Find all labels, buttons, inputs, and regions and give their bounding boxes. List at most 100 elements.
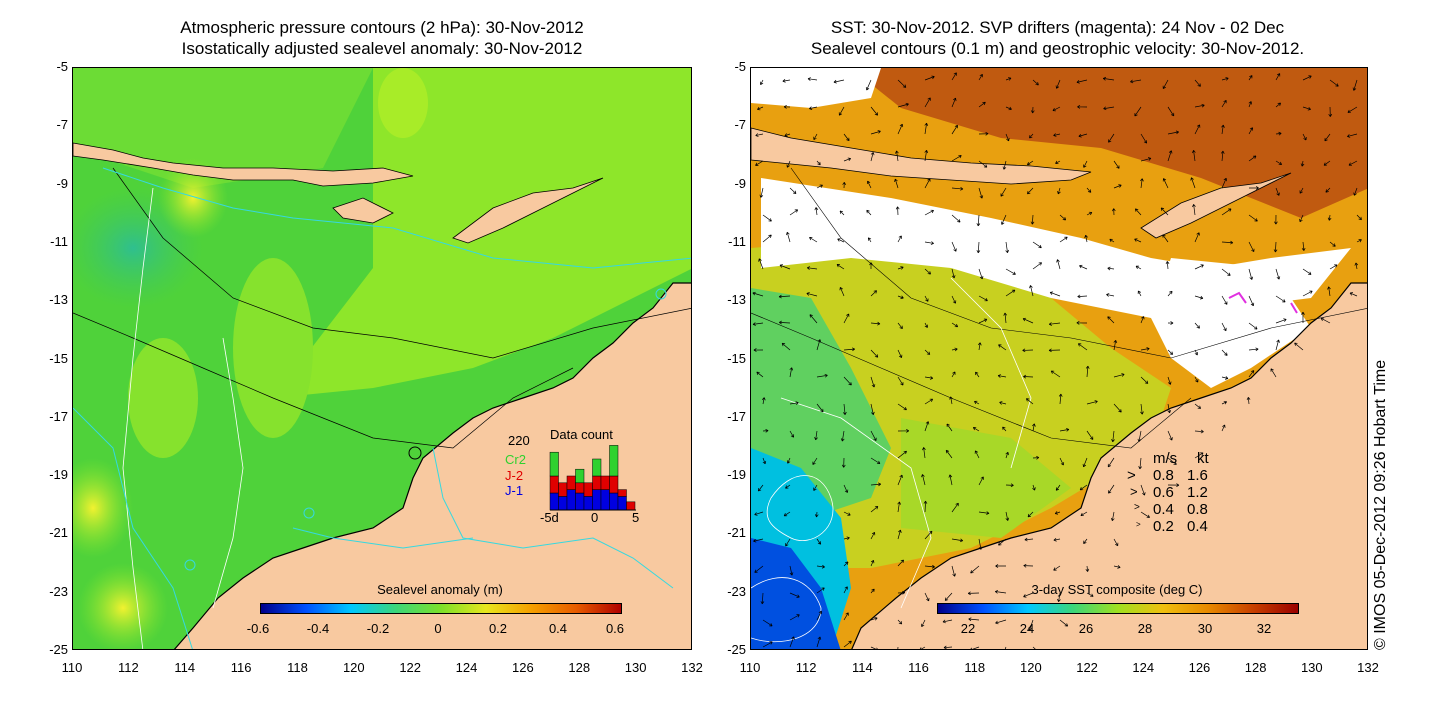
- left-ytick: -17: [49, 408, 68, 424]
- velocity-arrow: [1270, 368, 1277, 378]
- velocity-arrow: [754, 565, 764, 573]
- velocity-arrow: [1108, 484, 1115, 494]
- velocity-arrow: [1032, 241, 1042, 249]
- velocity-arrow: [1005, 511, 1010, 521]
- left-ytick: -15: [49, 350, 68, 366]
- velocity-arrow: [1302, 133, 1307, 141]
- velocity-arrow: [1059, 457, 1065, 466]
- velocity-arrow: [785, 538, 791, 547]
- right-xtick: 120: [1020, 660, 1042, 675]
- velocity-arrow: [897, 123, 904, 135]
- velocity-arrow: [924, 592, 930, 602]
- left-xtick: 122: [399, 660, 422, 675]
- velocity-arrow: [1086, 400, 1098, 405]
- velocity-arrow: [1167, 376, 1172, 385]
- velocity-arrow: [1140, 178, 1144, 189]
- velocity-arrow: [1194, 452, 1204, 459]
- velocity-arrow: [1111, 430, 1115, 443]
- velocity-arrow: [999, 401, 1007, 405]
- velocity-arrow: [762, 214, 772, 222]
- credit-text: © IMOS 05-Dec-2012 09:26 Hobart Time: [1372, 359, 1389, 650]
- velocity-arrow: [978, 295, 988, 302]
- velocity-arrow: [839, 210, 845, 216]
- right-xtick: 112: [795, 660, 817, 675]
- velocity-arrow: [924, 564, 935, 569]
- velocity-arrow: [1275, 160, 1282, 165]
- velocity-arrow: [1113, 160, 1120, 169]
- velocity-arrow: [1054, 511, 1061, 515]
- velocity-arrow: [870, 321, 881, 326]
- velocity-arrow: [1108, 133, 1115, 143]
- velocity-arrow: [833, 79, 845, 84]
- velocity-arrow: [1113, 538, 1119, 547]
- velocity-arrow: [942, 619, 953, 624]
- velocity-arrow: [870, 106, 879, 116]
- velocity-arrow: [1029, 133, 1034, 139]
- velocity-arrow: [1022, 317, 1034, 324]
- velocity-arrow: [1134, 238, 1142, 243]
- right-cbar-tick-2: 24: [1019, 621, 1035, 636]
- velocity-arrow: [945, 449, 953, 459]
- right-title-line2: Sealevel contours (0.1 m) and geostrophi…: [810, 39, 1305, 58]
- velocity-arrow: [1027, 511, 1034, 518]
- velocity-arrow: [974, 400, 980, 405]
- velocity-arrow: [951, 155, 962, 162]
- inset-bar-j2: [600, 475, 610, 490]
- velocity-arrow: [1248, 241, 1255, 253]
- velocity-arrow: [924, 268, 931, 275]
- velocity-arrow: [839, 287, 845, 297]
- velocity-arrow: [843, 536, 850, 541]
- left-cbar-tick-2: -0.4: [306, 621, 330, 636]
- velocity-arrow: [1275, 131, 1282, 136]
- velocity-arrow: [951, 124, 958, 135]
- velocity-arrow: [1275, 295, 1286, 303]
- left-map[interactable]: [72, 67, 692, 650]
- velocity-arrow: [755, 160, 764, 166]
- velocity-arrow: [785, 484, 791, 489]
- velocity-arrow: [870, 430, 877, 441]
- velocity-arrow: [924, 75, 935, 81]
- velocity-arrow: [1248, 347, 1259, 352]
- right-xtick: 126: [1188, 660, 1211, 675]
- velocity-arrow: [840, 430, 845, 442]
- velocity-arrow: [1221, 424, 1226, 432]
- velocity-arrow: [762, 641, 773, 648]
- left-xtick: 124: [455, 660, 478, 675]
- velocity-arrow: [1160, 207, 1169, 216]
- velocity-arrow: [924, 97, 931, 108]
- velocity-row-1-ms: 0.8: [1153, 467, 1174, 484]
- velocity-arrow: [759, 187, 764, 198]
- velocity-arrow: [1055, 484, 1061, 491]
- inset-max-label: 220: [508, 433, 530, 448]
- velocity-arrow: [1056, 259, 1061, 270]
- velocity-arrow: [1194, 429, 1204, 434]
- velocity-arrow: [1323, 160, 1331, 166]
- velocity-arrow: [1111, 208, 1116, 216]
- velocity-arrow: [924, 241, 934, 245]
- velocity-arrow: [978, 476, 984, 486]
- velocity-arrow: [1080, 511, 1088, 517]
- velocity-arrow: [1005, 451, 1009, 459]
- velocity-arrow: [1055, 79, 1061, 89]
- left-cbar-tick-5: 0.2: [488, 621, 508, 636]
- inset-bar-j1: [549, 492, 559, 511]
- velocity-arrow: [1327, 286, 1331, 297]
- velocity-arrow: [1167, 349, 1174, 355]
- velocity-arrow: [970, 646, 980, 649]
- velocity-arrow: [1134, 208, 1142, 216]
- velocity-arrow: [867, 237, 872, 243]
- velocity-arrow: [1167, 290, 1173, 297]
- velocity-arrow: [1275, 102, 1281, 108]
- right-map[interactable]: [750, 67, 1368, 650]
- velocity-arrow: [843, 133, 850, 142]
- velocity-arrow: [757, 106, 764, 111]
- velocity-arrow: [837, 238, 845, 243]
- velocity-arrow: [1082, 457, 1088, 468]
- velocity-arrow: [1005, 241, 1010, 254]
- velocity-arrow: [967, 591, 980, 596]
- velocity-arrow: [1137, 290, 1142, 297]
- velocity-arrow: [1329, 241, 1336, 247]
- velocity-arrow: [922, 447, 926, 459]
- velocity-arrow: [814, 430, 818, 441]
- velocity-arrow: [1004, 646, 1007, 649]
